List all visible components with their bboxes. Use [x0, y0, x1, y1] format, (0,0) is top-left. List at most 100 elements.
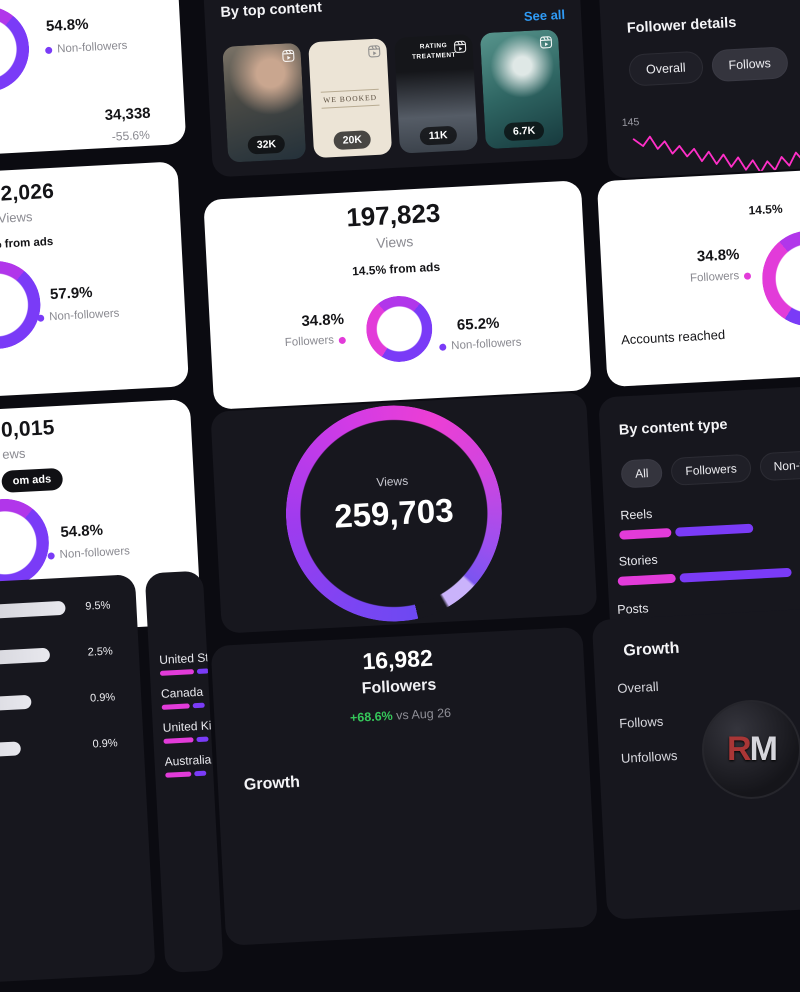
bar-reels — [619, 523, 754, 540]
country-bar — [161, 702, 205, 710]
stat-percent: 57.9% — [49, 283, 93, 304]
card-followers: 16,982 Followers +68.6% vs Aug 26 Growth — [210, 626, 598, 946]
delta-percent: +68.6% — [349, 708, 394, 726]
bar-segment-non-followers — [192, 702, 205, 709]
tab-non-followers[interactable]: Non-followers — [758, 447, 800, 482]
donut-chart — [759, 227, 800, 329]
country-bar — [159, 668, 210, 676]
country-bar — [165, 770, 207, 778]
growth-item-unfollows[interactable]: Unfollows — [620, 747, 678, 766]
reels-icon — [539, 36, 553, 55]
content-thumbnail[interactable]: WE BOOKED 20K — [308, 38, 393, 159]
tab-followers[interactable]: Followers — [670, 453, 752, 486]
bar-segment-followers — [163, 737, 194, 744]
axis-label: 145 — [621, 116, 640, 130]
followers-percent: 34.8% — [301, 310, 345, 331]
legend-label: Non-followers — [56, 39, 128, 56]
content-thumbnail[interactable]: 6.7K — [479, 29, 564, 150]
card-title: Follower details — [626, 14, 737, 37]
content-thumbnail[interactable]: RATING TREATMENT 11K — [394, 33, 479, 154]
ads-label: 14.5% from ads — [351, 259, 441, 279]
card-content-type: By content type All Followers Non-follow… — [598, 375, 800, 636]
from-ads-badge: om ads — [1, 467, 63, 493]
tab-follows[interactable]: Follows — [710, 46, 789, 83]
ads-label: % from ads — [0, 235, 54, 251]
row-label-stories: Stories — [618, 552, 658, 569]
card-follower-details: Follower details Overall Follows 145 — [595, 0, 800, 179]
bar-segment-followers — [617, 573, 676, 586]
legend-followers: Followers — [285, 334, 347, 349]
legend-label: Non-followers — [48, 307, 120, 324]
legend-dot — [47, 551, 55, 560]
card-title: Growth — [623, 639, 680, 660]
bar-segment-non-followers — [679, 567, 792, 583]
content-thumbnail[interactable]: 32K — [222, 42, 307, 163]
thumbnail-row: 32K WE BOOKED 20K RATING TREATMENT 11K 6… — [222, 29, 564, 163]
legend-label: Followers — [689, 270, 740, 285]
legend-label: Non-followers — [450, 336, 522, 353]
bar-segment-non-followers — [194, 770, 207, 777]
bar-segment-followers — [161, 703, 190, 710]
views-value: 02,026 — [0, 179, 55, 207]
bar-segment-followers — [165, 771, 192, 778]
card-interactions: 54.8% Non-followers 34,338 -55.6% — [0, 0, 187, 167]
reels-icon — [367, 45, 381, 64]
view-count-badge: 6.7K — [503, 121, 545, 142]
views-value: 0,015 — [0, 416, 56, 442]
non-followers-percent: 65.2% — [456, 314, 500, 334]
legend-dot — [744, 271, 752, 280]
tab-all[interactable]: All — [620, 458, 664, 489]
legend-non-followers: Non-followers — [47, 545, 130, 561]
section-growth: Growth — [243, 773, 301, 794]
bar-segment-followers — [619, 527, 672, 540]
country-bar — [163, 736, 209, 744]
demographic-bar — [0, 694, 32, 722]
card-title: By content type — [618, 416, 728, 439]
stat-percent: 54.8% — [60, 521, 104, 541]
growth-item-follows[interactable]: Follows — [618, 713, 664, 731]
demographic-percent: 0.9% — [89, 691, 116, 705]
bar-segment-non-followers — [196, 668, 210, 674]
card-demographics: 9.5% 2.5% 0.9% 0.9% — [0, 574, 156, 992]
legend-dot — [37, 314, 45, 322]
stat-value: 34,338 — [104, 104, 151, 125]
legend-label: Followers — [284, 334, 335, 349]
see-all-link[interactable]: See all — [523, 6, 566, 24]
donut-chart — [0, 496, 52, 590]
thumbnail-caption: WE BOOKED — [320, 88, 380, 109]
stat-delta: -55.6% — [111, 127, 151, 144]
tab-overall[interactable]: Overall — [628, 50, 704, 87]
legend-non-followers: Non-followers — [439, 337, 522, 353]
donut-chart — [0, 3, 32, 95]
legend-dot — [439, 343, 447, 351]
accounts-reached-label: Accounts reached — [620, 326, 726, 348]
view-count-badge: 32K — [247, 134, 286, 155]
bar-segment-followers — [159, 669, 195, 676]
legend-label: Non-followers — [59, 545, 131, 562]
views-label: Views — [0, 209, 33, 226]
bar-stories — [617, 567, 792, 586]
views-label: ews — [1, 445, 26, 462]
legend-followers: Followers — [689, 269, 752, 285]
logo-letter-m: M — [749, 730, 778, 768]
country-label: Australia — [164, 752, 212, 769]
donut-chart — [364, 294, 434, 364]
row-label-posts: Posts — [616, 601, 649, 617]
row-label-reels: Reels — [619, 506, 653, 523]
card-title: By top content — [220, 0, 323, 21]
ads-percent: 14.5% — [748, 201, 783, 218]
demographic-bar — [0, 741, 22, 768]
legend-dot — [338, 336, 347, 344]
bar-segment-non-followers — [196, 736, 209, 743]
line-series — [632, 119, 800, 174]
donut-chart — [0, 258, 43, 352]
follower-line-chart — [632, 119, 800, 174]
card-accounts-reached: 14.5% 34.8% Followers Accounts reached — [596, 159, 800, 388]
growth-item-overall[interactable]: Overall — [617, 678, 659, 697]
card-views-ring: Views 259,703 — [210, 392, 598, 634]
rm-logo: R M — [702, 700, 800, 799]
view-count-badge: 20K — [333, 130, 372, 151]
bar-segment-non-followers — [675, 523, 754, 537]
reels-icon — [282, 49, 296, 68]
